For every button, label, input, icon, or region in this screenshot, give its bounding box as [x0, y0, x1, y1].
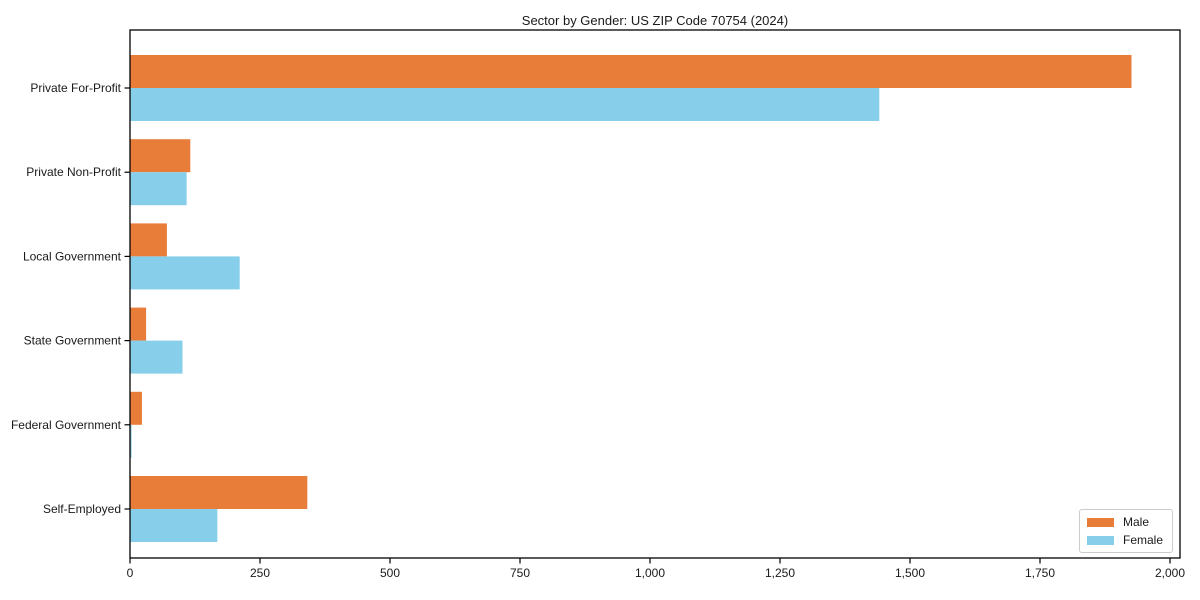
legend-item-female: Female — [1086, 533, 1163, 547]
x-tick-label: 2,000 — [1155, 566, 1185, 580]
male-series-swatch — [1086, 517, 1114, 527]
chart-title: Sector by Gender: US ZIP Code 70754 (202… — [521, 13, 789, 28]
bar-male-0 — [130, 55, 1132, 88]
bar-female-2 — [130, 256, 240, 290]
legend: Male Female — [1078, 509, 1173, 553]
y-category-label: Private For-Profit — [30, 81, 121, 95]
y-category-label: Private Non-Profit — [26, 165, 121, 179]
x-tick-label: 1,500 — [895, 566, 925, 580]
y-category-label: Federal Government — [11, 418, 122, 432]
legend-item-male: Male — [1086, 515, 1163, 529]
x-tick-label: 750 — [510, 566, 530, 580]
bar-male-1 — [130, 139, 191, 173]
bar-male-4 — [130, 391, 142, 425]
bar-female-5 — [130, 509, 218, 542]
bar-male-2 — [130, 223, 167, 257]
female-series-swatch — [1086, 535, 1114, 545]
plot-border — [129, 29, 1181, 559]
x-tick-label: 250 — [250, 566, 270, 580]
legend-label-male: Male — [1122, 515, 1149, 529]
bar-male-3 — [130, 307, 147, 341]
bar-female-1 — [130, 172, 187, 206]
x-tick-label: 0 — [127, 566, 134, 580]
bar-female-0 — [130, 88, 880, 121]
y-category-label: Local Government — [23, 249, 122, 263]
x-tick-label: 1,750 — [1025, 566, 1055, 580]
bar-female-3 — [130, 340, 183, 374]
bar-female-4 — [130, 424, 132, 458]
y-category-label: Self-Employed — [43, 502, 121, 516]
x-tick-label: 1,250 — [765, 566, 795, 580]
x-tick-label: 500 — [380, 566, 400, 580]
legend-label-female: Female — [1122, 533, 1163, 547]
y-category-label: State Government — [24, 334, 122, 348]
bar-male-5 — [130, 476, 308, 509]
x-tick-label: 1,000 — [635, 566, 665, 580]
